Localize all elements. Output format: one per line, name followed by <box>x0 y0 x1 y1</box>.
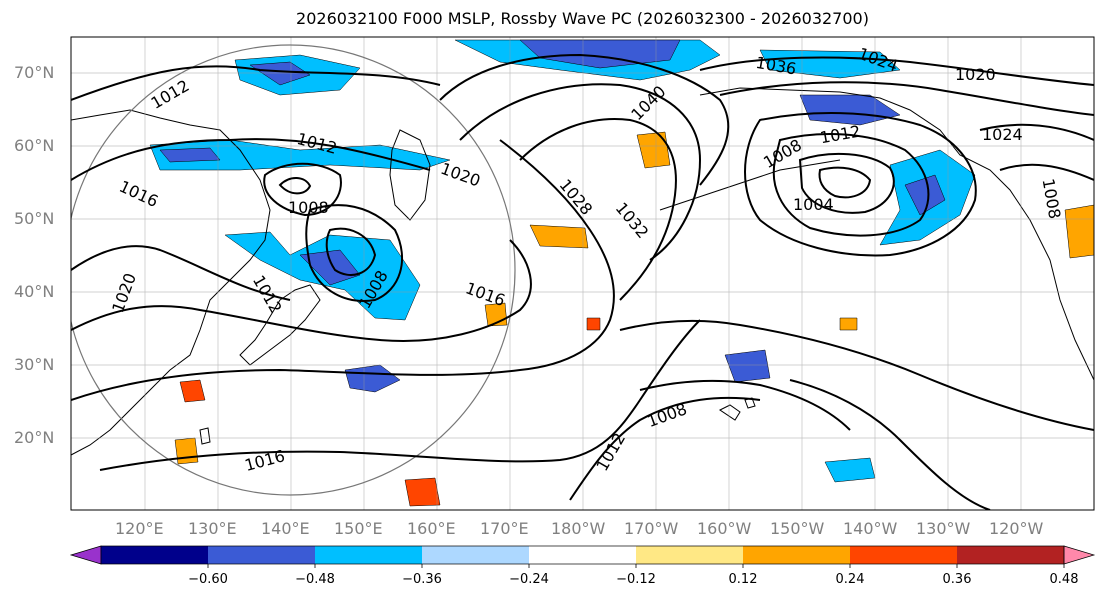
colorbar-tick-label: 0.36 <box>943 572 972 587</box>
lon-tick-label: 120°W <box>989 519 1044 538</box>
anomaly-okhotsk-negative <box>149 139 451 171</box>
anomaly-bc-positive <box>1064 204 1094 259</box>
anomaly-south-positive <box>404 477 441 507</box>
colorbar-tick-label: −0.12 <box>616 572 656 587</box>
coastline-taiwan <box>199 427 211 445</box>
anomaly-dateline-positive <box>529 224 589 249</box>
colorbar-tick-label: 0.48 <box>1050 572 1079 587</box>
lon-tick-label: 140°W <box>843 519 898 538</box>
anomaly-philippine-positive-2 <box>174 437 199 465</box>
lat-tick-label: 70°N <box>14 63 54 82</box>
coastline-alaska <box>699 87 1094 381</box>
lon-tick-label: 160°W <box>697 519 752 538</box>
graticule <box>71 37 1094 510</box>
colorbar-tick-label: 0.12 <box>729 572 758 587</box>
coastlines <box>71 87 1094 456</box>
colorbar-segment <box>743 546 850 564</box>
coastline-japan <box>239 284 321 366</box>
lon-tick-label: 180°W <box>551 519 606 538</box>
anomaly-small-positive-2 <box>839 317 858 331</box>
colorbar-segment <box>208 546 315 564</box>
lon-tick-label: 130°E <box>188 519 237 538</box>
reference-circle <box>71 44 516 496</box>
colorbar-segment <box>636 546 743 564</box>
map-title: 2026032100 F000 MSLP, Rossby Wave PC (20… <box>296 9 869 28</box>
lon-tick-label: 160°E <box>407 519 456 538</box>
colorbar-segment <box>315 546 422 564</box>
anomaly-arctic-core <box>519 39 681 69</box>
anomaly-okhotsk-core <box>159 147 221 163</box>
anomaly-small-positive <box>586 317 601 331</box>
colorbar-tick-label: −0.48 <box>295 572 335 587</box>
colorbar-extension-min <box>69 545 102 565</box>
isobar-label: 1004 <box>793 195 834 214</box>
lon-tick-label: 150°E <box>334 519 383 538</box>
colorbar-tick-label: 0.24 <box>836 572 865 587</box>
longitude-axis: 120°E 130°E 140°E 150°E 160°E 170°E 180°… <box>115 519 1044 538</box>
colorbar-segment <box>529 546 636 564</box>
colorbar-extension-max <box>1063 545 1096 565</box>
colorbar-segment <box>422 546 529 564</box>
latitude-axis: 20°N 30°N 40°N 50°N 60°N 70°N <box>14 63 54 447</box>
coastline-kamchatka <box>389 129 431 221</box>
map-frame <box>70 36 1095 511</box>
anomaly-philippine-positive-1 <box>179 379 206 403</box>
anomaly-siberia-core <box>249 61 311 86</box>
isobars <box>71 53 1094 510</box>
isobar-label: 1024 <box>982 125 1023 144</box>
lon-tick-label: 130°W <box>916 519 971 538</box>
lat-tick-label: 60°N <box>14 136 54 155</box>
lon-tick-label: 170°W <box>624 519 679 538</box>
colorbar-tick-label: −0.60 <box>188 572 228 587</box>
lat-tick-label: 40°N <box>14 282 54 301</box>
lon-tick-label: 150°W <box>770 519 825 538</box>
colorbar-outline <box>100 545 1065 565</box>
colorbar-tick-label: −0.24 <box>509 572 549 587</box>
colorbar-segment <box>957 546 1064 564</box>
isobar-label: 1008 <box>288 198 329 217</box>
lat-tick-label: 30°N <box>14 355 54 374</box>
colorbar-tick-label: −0.36 <box>402 572 442 587</box>
colorbar: −0.60 −0.48 −0.36 −0.24 −0.12 0.12 0.24 0.36 0.4… <box>69 545 1096 587</box>
lon-tick-label: 140°E <box>261 519 310 538</box>
colorbar-segment <box>850 546 957 564</box>
lat-tick-label: 20°N <box>14 428 54 447</box>
coastline-asia <box>71 109 271 456</box>
anomaly-west-pacific-negative <box>344 364 401 393</box>
isobar-label: 1020 <box>955 65 996 84</box>
lon-tick-label: 170°E <box>480 519 529 538</box>
colorbar-segment <box>101 546 208 564</box>
coastline-aleutians <box>659 159 841 211</box>
map-background <box>71 37 1094 510</box>
lat-tick-label: 50°N <box>14 209 54 228</box>
anomaly-central-pacific-negative <box>724 349 771 383</box>
lon-tick-label: 120°E <box>115 519 164 538</box>
